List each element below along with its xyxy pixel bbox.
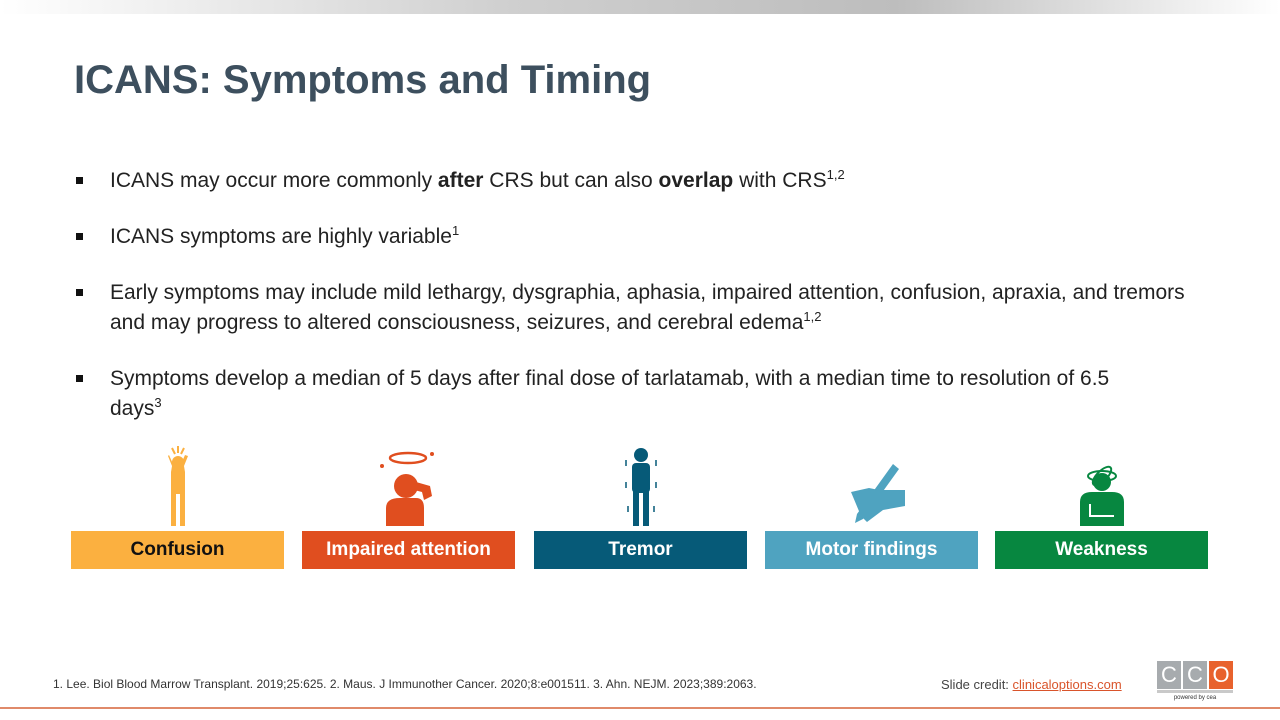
references: 1. Lee. Biol Blood Marrow Transplant. 20… xyxy=(53,677,757,691)
confused-person-icon xyxy=(71,446,284,526)
text: Early symptoms may include mild lethargy… xyxy=(110,281,1185,334)
citation: 3 xyxy=(154,395,162,410)
symptom-label: Motor findings xyxy=(765,531,978,569)
bullet-item: ICANS symptoms are highly variable1 xyxy=(74,222,1204,252)
logo-letter: C xyxy=(1183,661,1207,689)
top-gradient-bar xyxy=(0,0,1280,14)
text: Symptoms develop a median of 5 days afte… xyxy=(110,367,1110,420)
dizzy-person-icon xyxy=(302,446,515,526)
symptom-card-motor-findings: Motor findings xyxy=(765,446,978,569)
text: ICANS symptoms are highly variable xyxy=(110,225,452,248)
citation: 1,2 xyxy=(826,167,845,182)
bold-text: after xyxy=(437,169,484,192)
bold-text: overlap xyxy=(658,169,734,192)
logo-tagline: powered by cea xyxy=(1173,695,1217,701)
symptom-label: Tremor xyxy=(534,531,747,569)
bullet-item: Early symptoms may include mild lethargy… xyxy=(74,278,1204,338)
bullet-item: ICANS may occur more commonly after CRS … xyxy=(74,166,1204,196)
citation: 1 xyxy=(451,223,460,238)
logo-bar xyxy=(1157,690,1233,693)
citation: 1,2 xyxy=(803,309,822,324)
symptom-card-impaired-attention: Impaired attention xyxy=(302,446,515,569)
symptom-label: Weakness xyxy=(995,531,1208,569)
footer-divider xyxy=(0,707,1280,709)
credit-link[interactable]: clinicaloptions.com xyxy=(1012,677,1122,692)
bullet-list: ICANS may occur more commonly after CRS … xyxy=(74,166,1204,450)
symptom-label: Impaired attention xyxy=(302,531,515,569)
logo-letter: C xyxy=(1157,661,1181,689)
text: ICANS may occur more commonly xyxy=(110,169,438,192)
symptom-card-tremor: Tremor xyxy=(534,446,747,569)
slide-title: ICANS: Symptoms and Timing xyxy=(74,58,652,102)
symptom-card-confusion: Confusion xyxy=(71,446,284,569)
slide-credit: Slide credit: clinicaloptions.com xyxy=(941,677,1122,692)
symptom-label: Confusion xyxy=(71,531,284,569)
text: CRS but can also xyxy=(483,169,659,192)
logo-letter: O xyxy=(1209,661,1233,689)
symptom-cards: Confusion Impaired attention Tremor Moto… xyxy=(71,446,1208,569)
trembling-person-icon xyxy=(534,446,747,526)
weak-person-icon xyxy=(995,446,1208,526)
bullet-item: Symptoms develop a median of 5 days afte… xyxy=(74,364,1110,424)
credit-label: Slide credit: xyxy=(941,677,1013,692)
hand-writing-icon xyxy=(765,446,978,526)
symptom-card-weakness: Weakness xyxy=(995,446,1208,569)
text: with CRS xyxy=(733,169,827,192)
